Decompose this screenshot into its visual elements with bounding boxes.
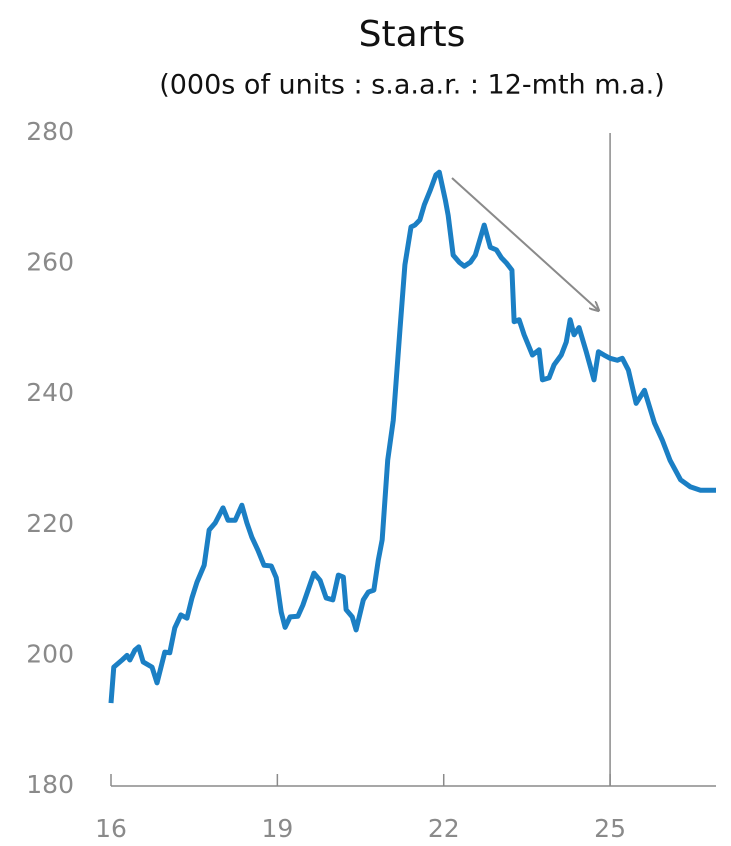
y-tick-label: 260 bbox=[26, 248, 74, 277]
y-tick-label: 240 bbox=[26, 378, 74, 407]
y-tick-label: 200 bbox=[26, 639, 74, 668]
line-series bbox=[108, 169, 716, 704]
chart-subtitle: (000s of units : s.a.a.r. : 12-mth m.a.) bbox=[159, 70, 665, 101]
y-tick-label: 180 bbox=[26, 770, 74, 799]
chart-title: Starts bbox=[359, 14, 466, 55]
x-tick-label: 22 bbox=[428, 814, 460, 843]
x-tick-label: 16 bbox=[95, 814, 127, 843]
trend-arrow bbox=[451, 177, 598, 310]
x-tick-label: 19 bbox=[261, 814, 293, 843]
y-tick-label: 220 bbox=[26, 509, 74, 538]
x-tick-label: 25 bbox=[594, 814, 626, 843]
y-tick-label: 280 bbox=[26, 117, 74, 146]
